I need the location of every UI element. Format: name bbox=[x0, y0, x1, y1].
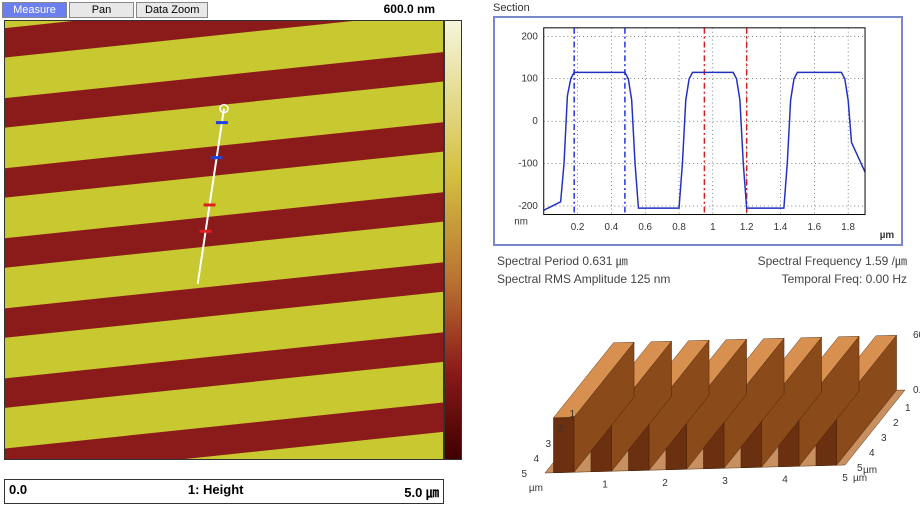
svg-text:3: 3 bbox=[722, 476, 728, 487]
svg-text:1.2: 1.2 bbox=[740, 222, 754, 233]
channel-label: 1: Height bbox=[188, 482, 244, 501]
svg-text:µm: µm bbox=[529, 483, 543, 494]
svg-text:200: 200 bbox=[521, 31, 538, 42]
x-max-label: 5.0 ㎛ bbox=[404, 482, 439, 501]
svg-text:0.2: 0.2 bbox=[571, 222, 585, 233]
svg-text:2: 2 bbox=[893, 418, 899, 429]
spectral-freq-label: Spectral Frequency bbox=[758, 254, 862, 268]
svg-text:0: 0 bbox=[532, 116, 538, 127]
svg-text:4: 4 bbox=[533, 454, 539, 465]
svg-text:-100: -100 bbox=[518, 159, 538, 170]
tab-data-zoom[interactable]: Data Zoom bbox=[136, 2, 208, 18]
svg-text:600.0 nm: 600.0 nm bbox=[913, 330, 920, 341]
svg-text:2: 2 bbox=[662, 478, 668, 489]
afm-height-image[interactable] bbox=[4, 20, 444, 460]
svg-text:µm: µm bbox=[880, 230, 895, 241]
svg-text:3: 3 bbox=[545, 439, 551, 450]
svg-text:4: 4 bbox=[869, 448, 875, 459]
svg-text:2: 2 bbox=[557, 424, 563, 435]
svg-text:1.6: 1.6 bbox=[807, 222, 821, 233]
measurement-info: Spectral Period 0.631 ㎛ Spectral Frequen… bbox=[497, 252, 907, 289]
svg-text:0.0 nm: 0.0 nm bbox=[913, 385, 920, 396]
svg-text:nm: nm bbox=[514, 216, 528, 227]
svg-text:3: 3 bbox=[881, 433, 887, 444]
svg-text:1: 1 bbox=[569, 409, 575, 420]
rms-label: Spectral RMS Amplitude bbox=[497, 272, 627, 286]
svg-text:1: 1 bbox=[710, 222, 715, 233]
svg-text:-200: -200 bbox=[518, 201, 538, 212]
svg-text:0.8: 0.8 bbox=[672, 222, 686, 233]
svg-text:1: 1 bbox=[905, 403, 911, 414]
svg-text:5: 5 bbox=[842, 473, 848, 484]
temporal-freq-label: Temporal Freq: bbox=[782, 272, 863, 286]
svg-text:µm: µm bbox=[863, 465, 877, 476]
x-min-label: 0.0 bbox=[9, 482, 27, 501]
period-label: Spectral Period bbox=[497, 254, 579, 268]
rms-value: 125 nm bbox=[630, 272, 670, 286]
z-colorbar bbox=[444, 20, 462, 460]
section-profile-chart[interactable]: -200 -100 0 100 200 0.2 0.4 0.6 0.8 1 1.2 1.4 1.6 1.8… bbox=[493, 16, 903, 246]
spectral-freq-value: 1.59 /㎛ bbox=[865, 254, 907, 268]
svg-text:1.8: 1.8 bbox=[841, 222, 855, 233]
surface-3d-view[interactable]: 600.0 nm0.0 nm12345µm12345µm12345µm bbox=[485, 298, 920, 508]
svg-text:5: 5 bbox=[521, 469, 527, 480]
tab-pan[interactable]: Pan bbox=[69, 2, 134, 18]
svg-text:100: 100 bbox=[521, 74, 538, 85]
svg-text:0.4: 0.4 bbox=[605, 222, 619, 233]
svg-text:0.6: 0.6 bbox=[638, 222, 652, 233]
tab-measure[interactable]: Measure bbox=[2, 2, 67, 18]
svg-text:1.4: 1.4 bbox=[774, 222, 788, 233]
z-scale-top-label: 600.0 nm bbox=[384, 2, 435, 16]
svg-text:4: 4 bbox=[782, 475, 788, 486]
section-title: Section bbox=[485, 0, 920, 16]
svg-text:1: 1 bbox=[602, 479, 608, 490]
period-value: 0.631 ㎛ bbox=[582, 254, 627, 268]
temporal-freq-value: 0.00 Hz bbox=[866, 272, 907, 286]
x-axis-bar: 0.0 1: Height 5.0 ㎛ bbox=[4, 479, 444, 504]
